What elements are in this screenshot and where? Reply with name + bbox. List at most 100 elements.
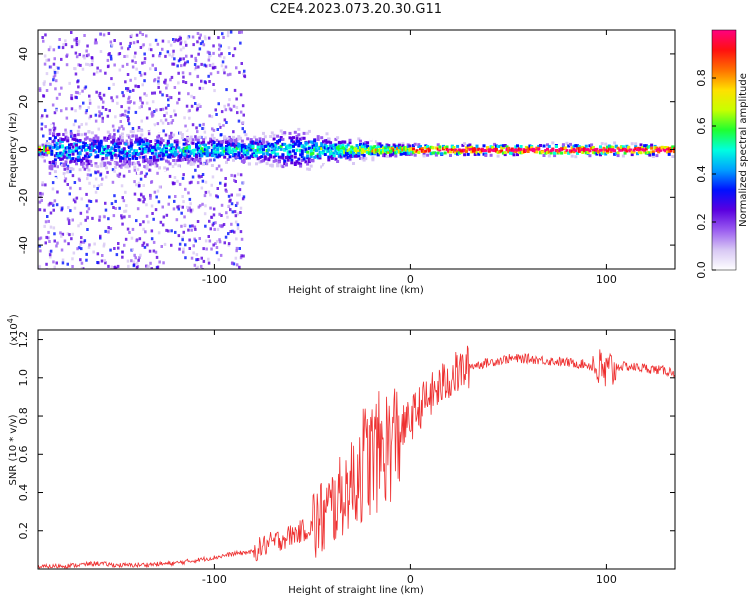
heatmap-cell bbox=[167, 122, 170, 125]
heatmap-cell bbox=[105, 153, 108, 157]
heatmap-cell bbox=[178, 140, 181, 144]
heatmap-cell bbox=[336, 148, 340, 152]
heatmap-cell bbox=[332, 145, 336, 149]
heatmap-cell bbox=[211, 66, 215, 70]
heatmap-cell bbox=[175, 140, 179, 144]
heatmap-cell bbox=[82, 126, 86, 130]
heatmap-cell bbox=[56, 165, 59, 169]
heatmap-cell bbox=[237, 145, 241, 149]
heatmap-cell bbox=[639, 147, 643, 151]
heatmap-cell bbox=[313, 146, 317, 150]
heatmap-cell bbox=[142, 184, 145, 187]
heatmap-cell bbox=[216, 148, 220, 151]
heatmap-cell bbox=[154, 148, 158, 152]
heatmap-cell bbox=[60, 164, 64, 167]
heatmap-cell bbox=[152, 145, 156, 149]
heatmap-cell bbox=[242, 72, 245, 76]
heatmap-cell bbox=[542, 144, 546, 148]
heatmap-cell bbox=[246, 151, 250, 155]
heatmap-cell bbox=[48, 240, 51, 243]
heatmap-cell bbox=[304, 141, 308, 145]
heatmap-cell bbox=[509, 148, 512, 152]
heatmap-cell bbox=[94, 134, 98, 138]
heatmap-cell bbox=[311, 140, 315, 144]
heatmap-cell bbox=[408, 149, 412, 153]
heatmap-cell bbox=[122, 156, 126, 160]
heatmap-cell bbox=[165, 213, 169, 217]
heatmap-cell bbox=[172, 152, 176, 156]
heatmap-cell bbox=[246, 149, 250, 153]
heatmap-cell bbox=[662, 146, 666, 150]
heatmap-cell bbox=[173, 86, 177, 89]
heatmap-cell bbox=[211, 175, 215, 179]
heatmap-cell bbox=[276, 140, 280, 144]
heatmap-cell bbox=[52, 146, 56, 149]
heatmap-cell bbox=[144, 154, 147, 158]
heatmap-cell bbox=[61, 258, 65, 262]
heatmap-cell bbox=[186, 158, 190, 161]
heatmap-cell bbox=[230, 137, 234, 141]
heatmap-cell bbox=[318, 156, 322, 160]
heatmap-cell bbox=[132, 41, 136, 45]
heatmap-cell bbox=[235, 106, 239, 109]
heatmap-cell bbox=[199, 33, 202, 37]
heatmap-cell bbox=[96, 165, 100, 169]
heatmap-cell bbox=[94, 113, 98, 117]
heatmap-cell bbox=[119, 135, 123, 139]
heatmap-cell bbox=[99, 236, 102, 240]
heatmap-cell bbox=[55, 152, 59, 156]
heatmap-cell bbox=[212, 44, 215, 48]
heatmap-cell bbox=[604, 142, 608, 146]
heatmap-cell bbox=[174, 38, 178, 42]
heatmap-cell bbox=[196, 107, 199, 111]
heatmap-cell bbox=[350, 145, 354, 149]
heatmap-cell bbox=[48, 128, 52, 132]
heatmap-cell bbox=[159, 137, 163, 141]
heatmap-cell bbox=[336, 160, 340, 163]
heatmap-cell bbox=[234, 204, 238, 207]
heatmap-cell bbox=[70, 45, 74, 49]
heatmap-cell bbox=[646, 151, 650, 154]
heatmap-cell bbox=[434, 146, 438, 150]
heatmap-cell bbox=[114, 207, 117, 210]
heatmap-cell bbox=[93, 41, 97, 45]
heatmap-cell bbox=[117, 149, 121, 152]
heatmap-cell bbox=[99, 162, 103, 166]
heatmap-cell bbox=[45, 144, 49, 148]
heatmap-cell bbox=[413, 150, 417, 154]
heatmap-cell bbox=[141, 101, 144, 105]
heatmap-cell bbox=[91, 59, 94, 63]
heatmap-cell bbox=[445, 147, 449, 151]
heatmap-cell bbox=[85, 122, 88, 126]
heatmap-cell bbox=[669, 149, 673, 153]
heatmap-cell bbox=[78, 92, 81, 95]
heatmap-cell bbox=[247, 146, 251, 150]
heatmap-cell bbox=[124, 165, 128, 169]
heatmap-cell bbox=[120, 165, 123, 169]
heatmap-cell bbox=[190, 180, 193, 184]
heatmap-cell bbox=[223, 135, 227, 139]
heatmap-cell bbox=[133, 150, 137, 154]
heatmap-cell bbox=[576, 144, 579, 148]
heatmap-cell bbox=[57, 152, 61, 156]
heatmap-cell bbox=[76, 91, 79, 95]
heatmap-cell bbox=[387, 144, 391, 148]
heatmap-cell bbox=[322, 151, 325, 155]
heatmap-cell bbox=[223, 71, 226, 75]
heatmap-cell bbox=[636, 152, 639, 156]
heatmap-cell bbox=[79, 211, 83, 215]
heatmap-cell bbox=[138, 152, 142, 155]
heatmap-cell bbox=[154, 159, 158, 163]
heatmap-cell bbox=[145, 158, 149, 162]
heatmap-cell bbox=[190, 256, 194, 260]
heatmap-cell bbox=[516, 148, 519, 152]
heatmap-cell bbox=[221, 60, 225, 64]
heatmap-cell bbox=[45, 262, 48, 266]
heatmap-cell bbox=[496, 154, 500, 158]
heatmap-cell bbox=[113, 153, 117, 157]
heatmap-cell bbox=[517, 150, 521, 154]
heatmap-cell bbox=[234, 214, 238, 218]
heatmap-cell bbox=[325, 147, 329, 151]
heatmap-cell bbox=[151, 212, 154, 215]
snr-xlabel: Height of straight line (km) bbox=[288, 585, 424, 596]
